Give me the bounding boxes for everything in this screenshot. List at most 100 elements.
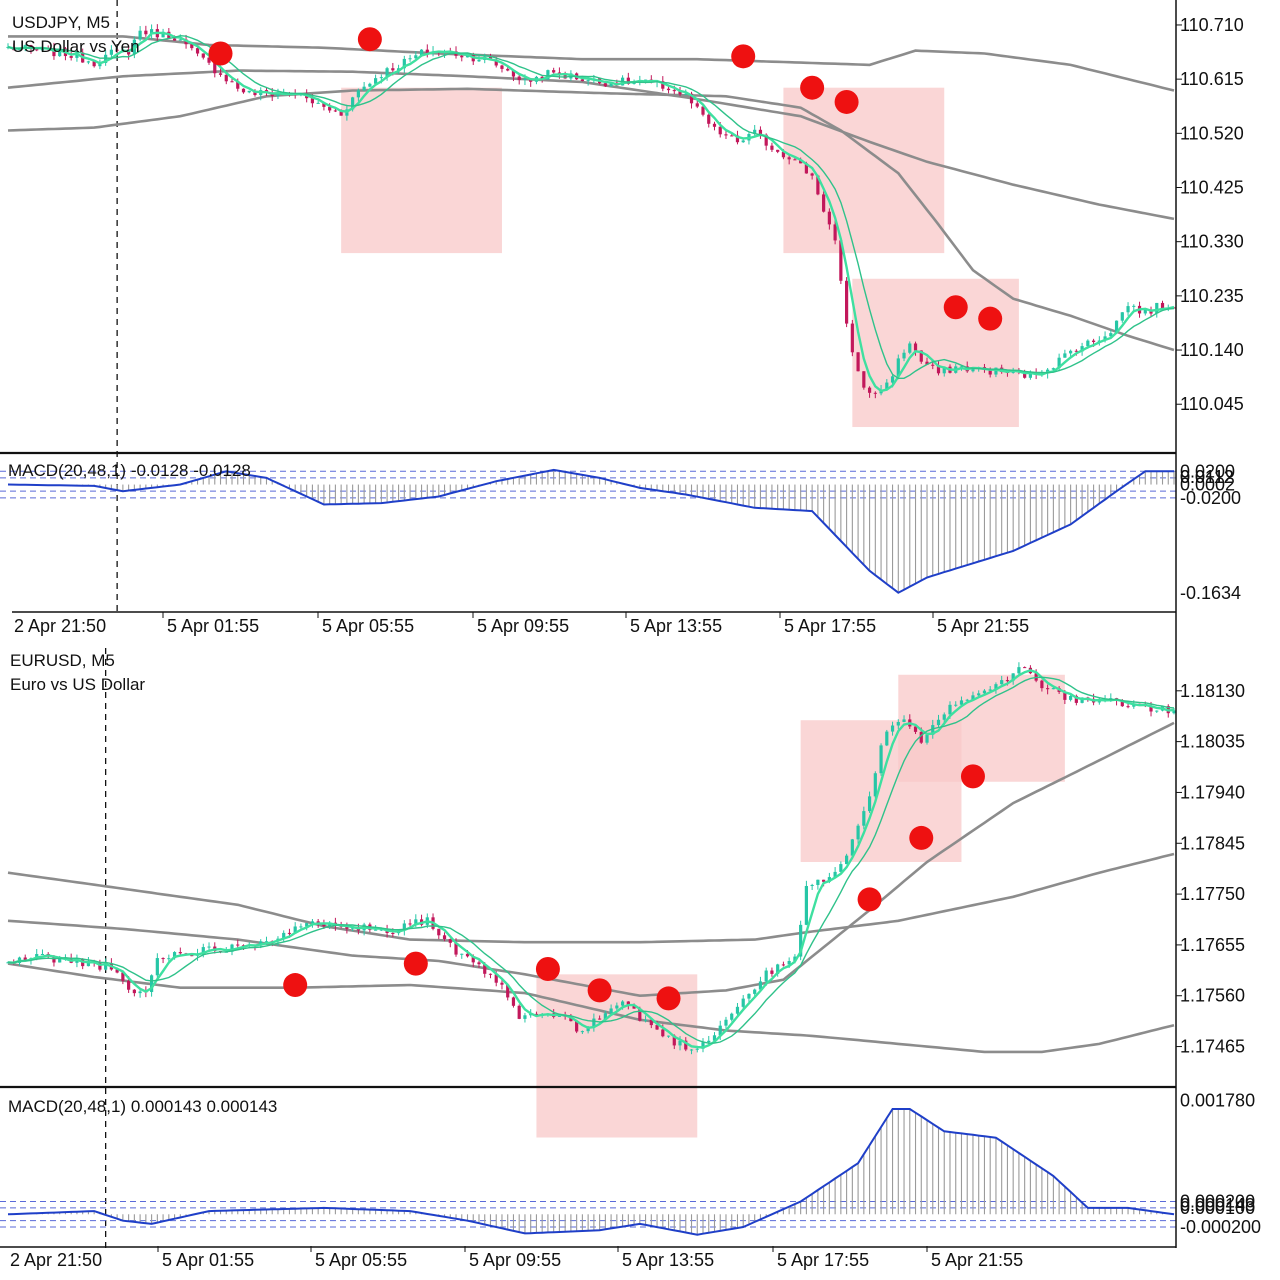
candle [598, 1015, 602, 1020]
eurusd-description: Euro vs US Dollar [10, 675, 145, 694]
candle [201, 53, 205, 60]
eurusd-macd-line [7, 1108, 1175, 1236]
candle [1063, 349, 1067, 358]
candle [856, 352, 860, 372]
candle [517, 73, 521, 85]
candle [506, 67, 510, 72]
macd-level-label: 0.000143 [1180, 1195, 1255, 1215]
candle [741, 995, 745, 1010]
price-tick-label: 110.520 [1180, 123, 1244, 143]
eurusd-macd-histogram [13, 1108, 1169, 1235]
candle [833, 219, 837, 245]
candle [368, 82, 372, 88]
time-tick-label: 5 Apr 01:55 [167, 616, 259, 636]
macd-level-label: 0.0002 [1180, 474, 1235, 494]
signal-marker [208, 41, 233, 66]
candle [781, 961, 786, 967]
candle [666, 1035, 671, 1038]
price-tick-label: 1.17655 [1180, 935, 1245, 955]
candle [862, 371, 866, 390]
candle [511, 996, 516, 1008]
usdjpy-time-axis: 2 Apr 21:50 5 Apr 01:55 5 Apr 05:55 5 Apr 0… [14, 612, 1029, 636]
eurusd-markers [283, 764, 985, 1011]
candle [936, 361, 941, 376]
candle [155, 953, 159, 980]
candle [839, 238, 843, 285]
ma-slow-line [7, 676, 1175, 1044]
envelope-upper [8, 35, 1175, 92]
signal-marker [857, 887, 882, 912]
candle [138, 26, 142, 42]
candle [230, 78, 234, 83]
candle [822, 191, 826, 213]
eurusd-macd-label: MACD(20,48,1) 0.000143 0.000143 [8, 1097, 277, 1116]
macd-level-label: -0.000200 [1180, 1217, 1261, 1237]
usdjpy-macd-levels [0, 470, 1176, 499]
time-tick-label: 5 Apr 09:55 [469, 1250, 561, 1270]
usdjpy-zones [341, 87, 1019, 428]
signal-marker [978, 306, 1003, 331]
candle [132, 989, 136, 997]
envelope-lower [7, 87, 1175, 352]
candle [115, 49, 119, 54]
price-tick-label: 110.710 [1180, 15, 1244, 35]
candle [879, 743, 883, 776]
time-tick-label: 5 Apr 21:55 [937, 616, 1029, 636]
candle [316, 100, 320, 104]
eurusd-symbol-title: EURUSD, M5 [10, 651, 115, 670]
candle [603, 82, 607, 87]
candle [753, 125, 757, 138]
candle [190, 44, 194, 51]
candle [408, 54, 412, 62]
usdjpy-description: US Dollar vs Yen [12, 37, 140, 56]
price-tick-label: 110.425 [1180, 178, 1244, 198]
time-tick-label: 5 Apr 01:55 [162, 1250, 254, 1270]
highlight-zone-3 [852, 278, 1019, 428]
macd-tick-label: 0.001780 [1180, 1091, 1255, 1111]
candle [247, 90, 251, 94]
highlight-zone-3 [898, 674, 1065, 782]
candle [701, 1038, 705, 1053]
candle [890, 721, 895, 736]
time-tick-label: 5 Apr 05:55 [322, 616, 414, 636]
macd-level-label: 0.0112 [1180, 467, 1234, 487]
usdjpy-macd: MACD(20,48,1) -0.0128 -0.0128 0.0200 -0.1… [0, 461, 1241, 603]
eurusd-macd-levels [0, 1201, 1176, 1228]
signal-marker [834, 89, 859, 114]
signal-marker [960, 764, 985, 789]
candle [500, 64, 504, 73]
usdjpy-markers [208, 27, 1003, 331]
price-tick-label: 1.17465 [1180, 1037, 1245, 1057]
candle [643, 1015, 648, 1023]
candle [448, 938, 452, 948]
candle [735, 1002, 740, 1016]
time-tick-label: 5 Apr 17:55 [784, 616, 876, 636]
candle [867, 386, 872, 398]
macd-level-label: 0.000100 [1180, 1198, 1255, 1218]
candle [460, 953, 464, 959]
ma-slow-line [7, 34, 1175, 379]
macd-level-label: 0.0112 [1180, 467, 1234, 487]
candle [149, 24, 154, 40]
candle [396, 64, 401, 75]
candle [776, 149, 780, 154]
price-tick-label: 1.18130 [1180, 681, 1245, 701]
candle [488, 973, 493, 979]
candle [575, 1020, 579, 1034]
usdjpy-macd-histogram [13, 469, 1175, 593]
candle [850, 838, 854, 856]
candle [862, 806, 866, 830]
candle [580, 1030, 584, 1035]
signal-marker [800, 75, 825, 100]
highlight-zone-2 [783, 87, 945, 254]
usdjpy-envelopes [7, 35, 1175, 352]
candle [207, 942, 211, 950]
signal-marker [656, 986, 681, 1011]
usdjpy-symbol-title: USDJPY, M5 [12, 13, 110, 32]
candle [816, 879, 820, 890]
candle [460, 54, 464, 62]
candle [810, 172, 814, 180]
candle [776, 963, 780, 977]
